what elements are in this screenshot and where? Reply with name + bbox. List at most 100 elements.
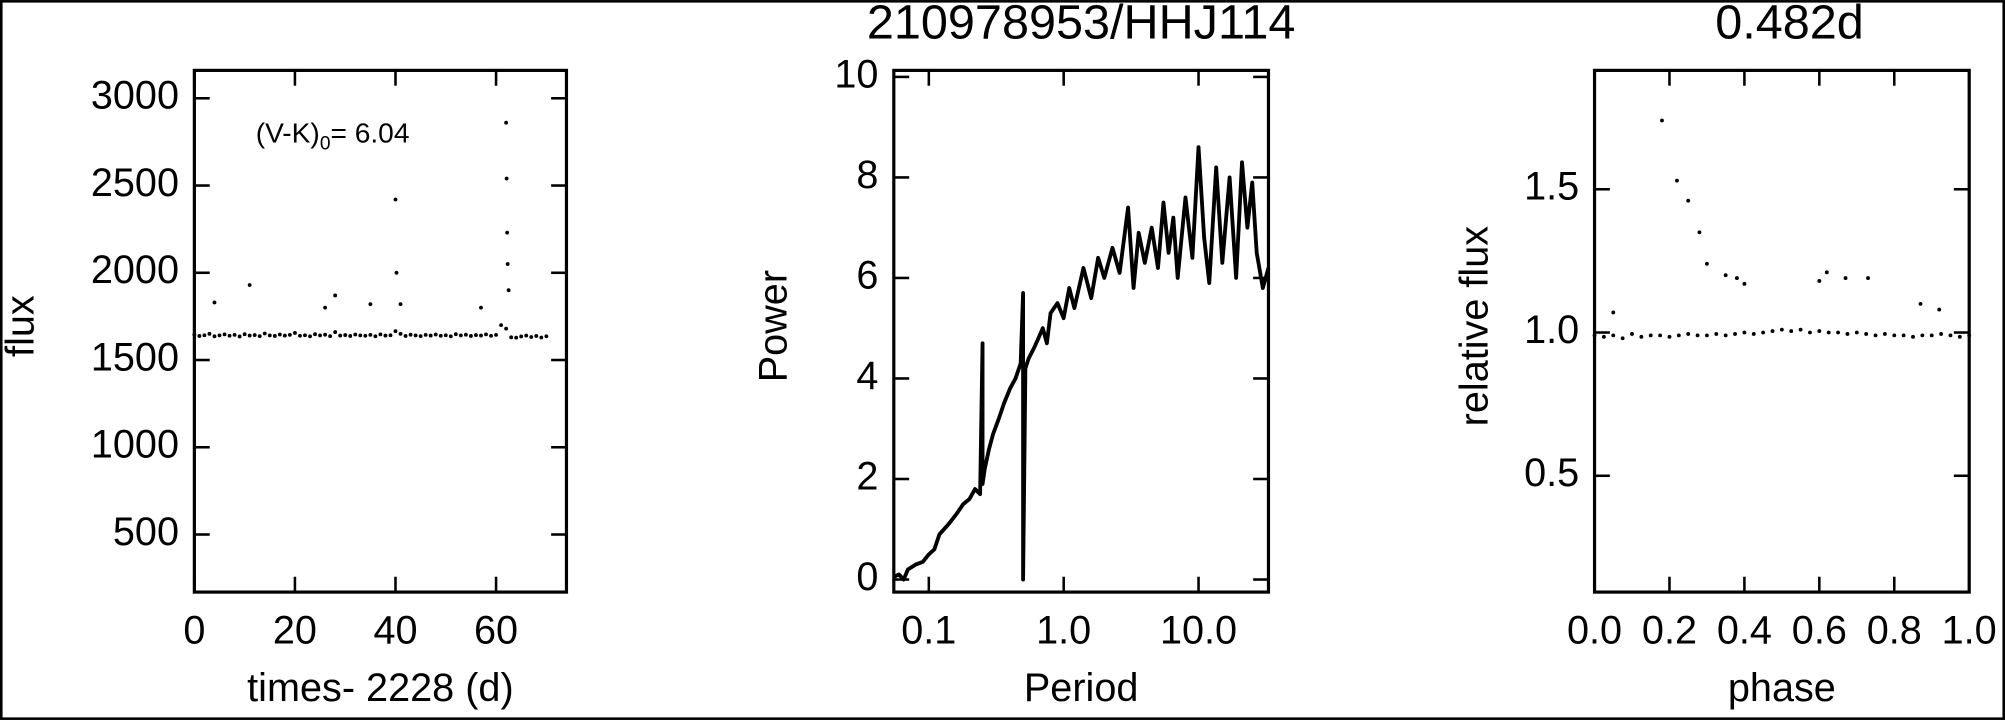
data-point [499, 323, 504, 328]
x-tick-label: 0.0 [1567, 608, 1622, 652]
x-tick-label: 0.4 [1717, 608, 1772, 652]
data-point [338, 333, 343, 338]
data-point [1723, 333, 1728, 338]
data-point [328, 334, 333, 339]
data-point [413, 333, 418, 338]
data-point [237, 334, 242, 339]
data-point [504, 120, 509, 125]
data-point [247, 283, 252, 287]
data-point [1929, 333, 1934, 338]
data-point [197, 334, 202, 338]
data-point [529, 335, 534, 339]
data-point [232, 332, 237, 337]
data-point [484, 332, 488, 337]
data-point [368, 332, 373, 337]
data-point [534, 334, 539, 338]
data-point [313, 332, 317, 337]
data-point [1592, 333, 1597, 338]
data-point [227, 333, 232, 338]
data-point [423, 332, 428, 337]
data-point [1918, 301, 1923, 306]
data-point [448, 334, 453, 339]
data-point [262, 331, 267, 336]
y-tick-label: 8 [856, 153, 878, 197]
data-point [1601, 334, 1606, 339]
data-point [202, 333, 207, 338]
data-point [1873, 333, 1878, 338]
data-point [1630, 332, 1634, 336]
data-point [348, 334, 353, 338]
data-point [272, 334, 277, 338]
data-point [1695, 333, 1700, 338]
data-point [1824, 270, 1829, 275]
data-point [1937, 307, 1942, 312]
data-point [1798, 327, 1803, 332]
data-point [1734, 276, 1739, 281]
data-point [252, 333, 257, 337]
data-point [1660, 118, 1664, 123]
data-point [1843, 276, 1848, 281]
plot-frame [192, 68, 569, 594]
y-axis-label: Power [752, 270, 796, 382]
data-point [539, 335, 544, 340]
x-tick-label: 0.2 [1642, 608, 1697, 652]
data-point [293, 331, 297, 335]
power-line [892, 145, 1271, 582]
chart-title: 0.482d [1715, 0, 1864, 49]
chart-title: 210978953/HHJ114 [867, 0, 1296, 49]
x-tick-label: 60 [474, 608, 518, 652]
data-point [1686, 332, 1691, 336]
y-tick-label: 2000 [91, 248, 179, 292]
data-point [1723, 273, 1728, 278]
y-tick-label: 1.0 [1524, 308, 1579, 352]
data-point [1761, 330, 1766, 335]
data-point [514, 335, 519, 340]
data-point [207, 331, 212, 336]
data-point [1697, 230, 1702, 235]
data-point [1675, 178, 1679, 183]
data-point [257, 334, 262, 339]
data-point [378, 332, 383, 337]
data-point [323, 332, 328, 337]
data-point [1620, 336, 1625, 341]
data-point [1882, 332, 1887, 336]
data-point [1920, 333, 1925, 338]
data-point [1957, 334, 1962, 339]
y-tick-label: 3000 [91, 74, 179, 118]
data-point [388, 333, 393, 338]
x-tick-label: 10.0 [1160, 608, 1237, 652]
data-point [1705, 333, 1709, 338]
data-point [489, 333, 493, 338]
data-point [212, 334, 217, 339]
data-point [1789, 329, 1794, 334]
data-point [1658, 333, 1663, 338]
data-point [458, 333, 463, 338]
data-point [323, 305, 328, 310]
data-point [368, 302, 373, 307]
x-axis-label: times- 2228 (d) [247, 666, 513, 710]
data-point [383, 333, 388, 338]
data-point [358, 333, 363, 338]
data-point [222, 332, 227, 337]
data-point [504, 326, 509, 331]
x-axis-label: Period [1024, 666, 1139, 710]
data-point [524, 333, 529, 338]
data-point [469, 334, 473, 338]
y-tick-label: 2 [856, 454, 878, 498]
x-tick-label: 0.6 [1792, 608, 1847, 652]
data-point [1866, 276, 1870, 281]
annotation-text: (V-K) [256, 118, 320, 149]
data-point [343, 333, 348, 337]
x-axis-label: phase [1728, 666, 1836, 710]
data-point [267, 333, 272, 338]
data-point [1733, 332, 1737, 336]
data-point [353, 332, 358, 337]
data-point [505, 230, 510, 235]
annotation: (V-K)0= 6.04 [256, 118, 410, 155]
data-point [287, 332, 292, 337]
data-point [443, 333, 448, 338]
y-tick-label: 2500 [91, 161, 179, 205]
data-point [1817, 329, 1822, 334]
data-point [1705, 261, 1709, 266]
data-point [1676, 333, 1681, 338]
